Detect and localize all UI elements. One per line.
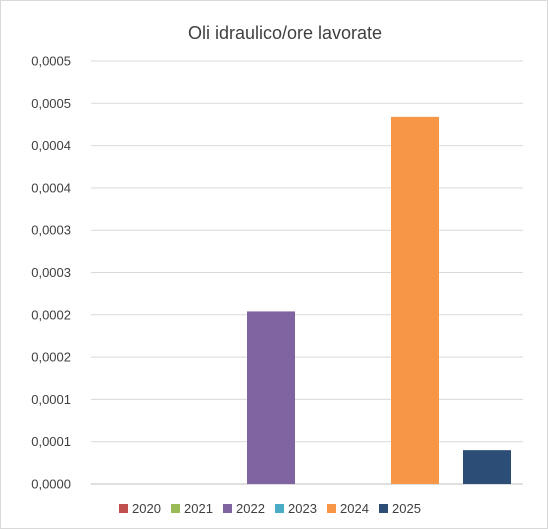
legend-label: 2023	[288, 501, 317, 516]
y-tick-label: 0,0005	[31, 54, 71, 69]
y-tick-label: 0,0005	[31, 96, 71, 111]
legend-swatch	[119, 504, 128, 513]
legend-label: 2020	[132, 501, 161, 516]
legend-swatch	[275, 504, 284, 513]
legend-item-2020: 2020	[119, 501, 161, 516]
bar-2024	[391, 116, 439, 484]
y-tick-label: 0,0001	[31, 434, 71, 449]
legend-item-2023: 2023	[275, 501, 317, 516]
legend-item-2021: 2021	[171, 501, 213, 516]
gridlines	[91, 60, 523, 485]
y-tick-label: 0,0004	[31, 180, 71, 195]
y-tick-label: 0,0004	[31, 138, 71, 153]
y-tick-label: 0,0003	[31, 265, 71, 280]
bars	[247, 116, 511, 484]
legend-label: 2022	[236, 501, 265, 516]
legend-item-2022: 2022	[223, 501, 265, 516]
legend-swatch	[327, 504, 336, 513]
legend-swatch	[171, 504, 180, 513]
legend-item-2025: 2025	[379, 501, 421, 516]
bar-2025	[463, 450, 511, 484]
y-tick-label: 0,0001	[31, 392, 71, 407]
legend-label: 2021	[184, 501, 213, 516]
bar-2022	[247, 311, 295, 484]
legend-label: 2024	[340, 501, 369, 516]
legend: 2020 2021 2022 2023 2024 2025	[119, 501, 421, 516]
legend-swatch	[223, 504, 232, 513]
y-tick-label: 0,0003	[31, 223, 71, 238]
legend-item-2024: 2024	[327, 501, 369, 516]
y-tick-label: 0,0000	[31, 477, 71, 492]
legend-label: 2025	[392, 501, 421, 516]
y-tick-label: 0,0002	[31, 307, 71, 322]
y-axis-tick-labels: 0,0000 0,0001 0,0001 0,0002 0,0002 0,0003 0,00…	[31, 54, 71, 492]
chart-title: Oli idraulico/ore lavorate	[188, 23, 382, 43]
y-tick-label: 0,0002	[31, 350, 71, 365]
legend-swatch	[379, 504, 388, 513]
